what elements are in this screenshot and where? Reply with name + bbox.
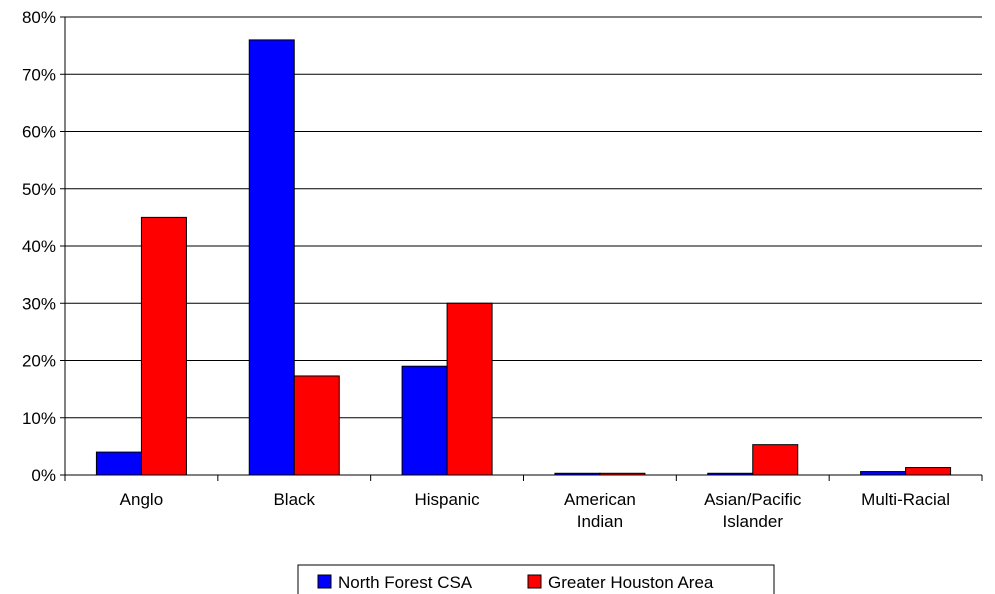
bars [95,39,952,476]
bar-greater-houston-area [752,444,799,476]
legend-swatch [317,574,332,589]
gridlines [65,16,982,419]
x-tick-label: Hispanic [414,490,480,509]
y-tick-label: 60% [22,123,56,142]
y-tick-label: 10% [22,409,56,428]
x-tick-label: Asian/Pacific [704,490,802,509]
bar-north-forest-csa [95,451,142,476]
x-tick-label: Indian [577,512,623,531]
bar-north-forest-csa [401,365,448,476]
x-tick-label: Anglo [120,490,163,509]
bar-greater-houston-area [905,467,952,476]
bar-greater-houston-area [446,302,493,476]
legend-swatch [527,574,542,589]
legend: North Forest CSA Greater Houston Area [297,564,775,594]
legend-label: North Forest CSA [338,573,473,592]
y-tick-label: 30% [22,294,56,313]
y-tick-label: 70% [22,65,56,84]
bar-greater-houston-area [293,375,340,476]
y-tick-label: 80% [22,8,56,27]
x-axis: Anglo Black Hispanic American Indian Asian/Pa… [64,474,983,531]
y-axis: 0% 10% 20% 30% 40% 50% 60% 70% 80% [22,8,66,485]
x-tick-label: Islander [723,512,784,531]
bar-north-forest-csa [860,471,907,476]
bar-greater-houston-area [140,216,187,476]
y-tick-label: 50% [22,180,56,199]
legend-label: Greater Houston Area [548,573,714,592]
x-tick-label: Multi-Racial [861,490,950,509]
y-tick-label: 20% [22,352,56,371]
bar-north-forest-csa [248,39,295,476]
x-tick-label: American [564,490,636,509]
x-tick-label: Black [273,490,315,509]
y-tick-label: 0% [31,466,56,485]
y-tick-label: 40% [22,237,56,256]
